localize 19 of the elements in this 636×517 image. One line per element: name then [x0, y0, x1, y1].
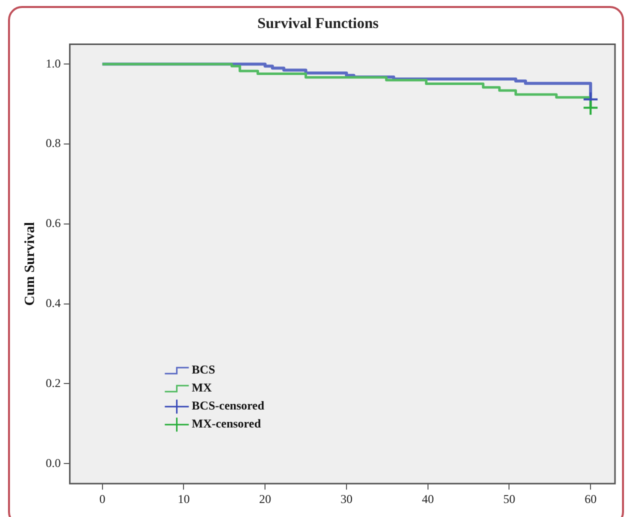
y-tick-label: 1.0 — [46, 56, 61, 70]
y-tick-label: 0.2 — [46, 376, 61, 390]
legend-label: MX — [192, 380, 212, 395]
legend-label: MX-censored — [192, 416, 262, 431]
legend-label: BCS-censored — [192, 398, 265, 413]
x-tick-label: 60 — [584, 492, 597, 506]
x-tick-label: 0 — [99, 492, 106, 506]
x-tick-label: 30 — [340, 492, 352, 506]
x-tick-label: 50 — [503, 492, 516, 506]
x-tick-label: 40 — [422, 492, 434, 506]
y-axis-title: Cum Survival — [23, 222, 38, 306]
y-tick-label: 0.8 — [46, 136, 61, 150]
x-tick-label: 20 — [259, 492, 272, 506]
y-tick-label: 0.0 — [46, 456, 61, 470]
x-tick-label: 10 — [178, 492, 190, 506]
chart-title: Survival Functions — [256, 16, 380, 33]
y-tick-label: 0.6 — [46, 216, 61, 230]
y-tick-label: 0.4 — [46, 296, 61, 310]
legend-label: BCS — [192, 362, 216, 377]
